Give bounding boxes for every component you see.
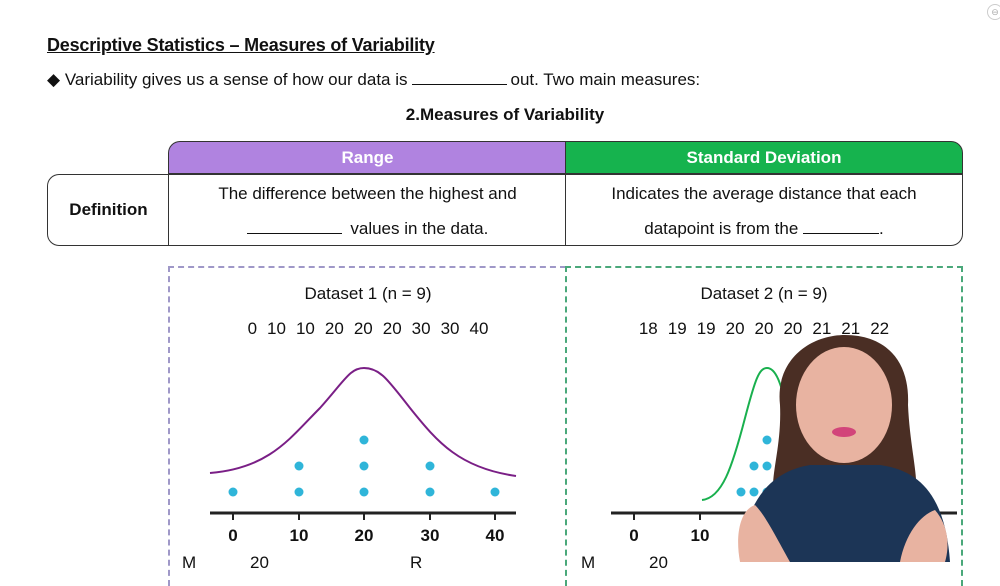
range-def-line2: values in the data. — [350, 219, 489, 238]
value: 18 — [638, 319, 658, 338]
normal-curve-wide — [209, 366, 517, 477]
svg-text:20: 20 — [649, 553, 668, 568]
data-dots — [228, 435, 500, 497]
dataset-2-title: Dataset 2 (n = 9) — [700, 284, 828, 303]
x-axis-ticks: 0 10 20 30 40 — [228, 526, 504, 545]
sd-def-line2: datapoint is from the — [644, 219, 799, 238]
value: 40 — [469, 319, 489, 338]
period: . — [879, 219, 884, 238]
value: 20 — [353, 319, 373, 338]
definition-row-label: Definition — [47, 174, 169, 246]
section-subtitle: 2.Measures of Variability — [405, 105, 605, 124]
svg-text:20: 20 — [355, 526, 374, 545]
x-axis-ticks: 0 10 — [629, 526, 709, 545]
presenter-video-overlay — [738, 335, 950, 562]
value: 19 — [667, 319, 687, 338]
value: 30 — [411, 319, 431, 338]
diamond-bullet-icon: ◆ — [47, 70, 61, 89]
value: 20 — [725, 319, 745, 338]
svg-text:0: 0 — [228, 526, 237, 545]
svg-text:R: R — [410, 553, 422, 568]
svg-text:20: 20 — [250, 553, 269, 568]
range-definition-cell: The difference between the highest and v… — [168, 174, 566, 246]
value: 0 — [247, 319, 258, 338]
value: 19 — [696, 319, 716, 338]
value: 21 — [841, 319, 861, 338]
bullet-text-before: Variability gives us a sense of how our … — [64, 70, 408, 89]
hand-right — [900, 510, 948, 562]
svg-text:M: M — [182, 553, 196, 568]
dataset-1-panel: Dataset 1 (n = 9) 0 10 10 20 20 20 30 30… — [168, 266, 566, 586]
svg-text:0: 0 — [629, 526, 638, 545]
hand-left — [738, 505, 790, 562]
std-dev-definition-cell: Indicates the average distance that each… — [565, 174, 963, 246]
svg-text:M: M — [581, 553, 595, 568]
fill-blank — [246, 219, 342, 234]
value: 30 — [440, 319, 460, 338]
value: 20 — [754, 319, 774, 338]
shirt — [740, 465, 950, 562]
svg-text:40: 40 — [486, 526, 505, 545]
fill-blank — [803, 219, 880, 234]
sd-def-line1: Indicates the average distance that each — [611, 184, 917, 203]
range-def-line2-wrap: values in the data. — [169, 211, 566, 246]
dataset-2-values: 18 19 19 20 20 20 21 21 22 — [567, 319, 961, 339]
face — [796, 347, 892, 463]
corner-menu-icon[interactable]: ⊖ — [987, 4, 1000, 20]
sd-def-line2-wrap: datapoint is from the . — [566, 211, 962, 246]
value: 20 — [783, 319, 803, 338]
dataset-2-panel: Dataset 2 (n = 9) 18 19 19 20 20 20 21 2… — [565, 266, 963, 586]
bullet-line: ◆ Variability gives us a sense of how ou… — [47, 70, 700, 90]
page-title: Descriptive Statistics – Measures of Var… — [47, 35, 435, 55]
value: 21 — [812, 319, 832, 338]
fill-blank — [411, 70, 507, 85]
svg-text:30: 30 — [421, 526, 440, 545]
value: 20 — [382, 319, 402, 338]
range-column-header: Range — [168, 141, 566, 174]
std-dev-column-header: Standard Deviation — [565, 141, 963, 174]
range-def-line1: The difference between the highest and — [218, 184, 517, 203]
dataset-1-title: Dataset 1 (n = 9) — [304, 284, 432, 303]
svg-text:10: 10 — [290, 526, 309, 545]
value: 10 — [267, 319, 286, 338]
bullet-text-after: out. Two main measures: — [510, 70, 701, 89]
dataset-1-values: 0 10 10 20 20 20 30 30 40 — [170, 319, 566, 339]
dataset-1-dot-plot: 0 10 20 30 40 M 20 R — [182, 366, 517, 568]
value: 22 — [870, 319, 890, 338]
svg-text:10: 10 — [691, 526, 710, 545]
value: 10 — [295, 319, 315, 338]
value: 20 — [324, 319, 344, 338]
